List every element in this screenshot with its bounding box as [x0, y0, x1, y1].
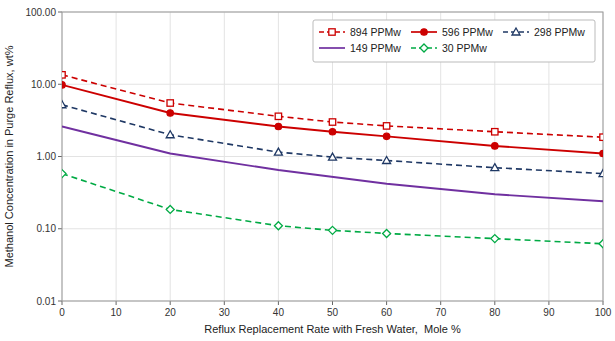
point — [383, 123, 389, 129]
point — [492, 129, 498, 135]
tick-label: 0 — [59, 307, 65, 318]
tick — [58, 156, 62, 157]
tick-label: 1.00 — [37, 151, 57, 162]
point — [274, 148, 282, 155]
point — [166, 131, 174, 138]
x-axis-label: Reflux Replacement Rate with Fresh Water… — [204, 323, 461, 335]
tick — [440, 301, 441, 305]
tick — [494, 301, 495, 305]
grid — [62, 12, 603, 301]
legend-marker — [421, 29, 427, 35]
tick-label: 90 — [543, 307, 555, 318]
legend-label: 298 PPMw — [534, 26, 585, 38]
tick-label: 0.10 — [37, 223, 57, 234]
grid-line — [62, 84, 603, 85]
point — [600, 134, 603, 140]
tick-label: 100 — [595, 307, 612, 318]
tick-label: 0.01 — [37, 296, 57, 307]
point — [492, 143, 498, 149]
legend: 894 PPMw 596 PPMw 298 PPMw 149 PPMw 30 PPMw — [313, 20, 595, 62]
legend-label: 149 PPMw — [350, 42, 401, 54]
point — [600, 150, 603, 156]
point — [167, 110, 173, 116]
tick — [116, 301, 117, 305]
tick — [224, 301, 225, 305]
point — [62, 72, 65, 78]
point — [329, 119, 335, 125]
point — [275, 113, 281, 119]
point — [491, 235, 499, 243]
series-line — [62, 127, 603, 202]
legend-label: 30 PPMw — [442, 42, 487, 54]
point — [383, 157, 391, 164]
tick-label: 30 — [219, 307, 231, 318]
tick — [58, 84, 62, 85]
plot-frame — [62, 12, 603, 301]
tick — [332, 301, 333, 305]
tick-label: 20 — [165, 307, 177, 318]
background — [0, 0, 615, 341]
tick-label: 60 — [381, 307, 393, 318]
tick-label: 10 — [111, 307, 123, 318]
legend-swatch — [319, 47, 345, 49]
legend-marker — [329, 29, 335, 35]
legend-label: 596 PPMw — [442, 26, 493, 38]
y-axis-label: Methanol Concentration in Purge Reflux, … — [3, 45, 15, 267]
tick — [548, 301, 549, 305]
point — [383, 229, 391, 237]
legend-box — [313, 20, 595, 62]
legend-label: 894 PPMw — [350, 26, 401, 38]
chart: 0 10 20 30 40 50 60 70 80 90 100 0.01 0.10 1.00 10.00 1… — [0, 0, 615, 341]
tick — [170, 301, 171, 305]
point — [166, 205, 174, 213]
point — [599, 170, 603, 177]
point — [62, 170, 66, 178]
legend-marker — [512, 28, 520, 35]
tick-label: 10.00 — [31, 79, 56, 90]
plot-area — [62, 72, 603, 248]
tick-label: 70 — [435, 307, 447, 318]
point — [329, 226, 337, 234]
series-line — [62, 174, 603, 244]
tick — [603, 301, 604, 305]
tick-label: 100.00 — [25, 7, 56, 18]
legend-marker — [420, 44, 428, 52]
tick — [62, 301, 63, 305]
point — [62, 101, 66, 108]
point — [167, 100, 173, 106]
point — [329, 153, 337, 160]
point — [491, 164, 499, 171]
axes: 0 10 20 30 40 50 60 70 80 90 100 0.01 0.10 1.00 10.00 1… — [25, 7, 611, 319]
tick — [278, 301, 279, 305]
point — [275, 123, 281, 129]
point — [329, 129, 335, 135]
tick — [386, 301, 387, 305]
series-line — [62, 105, 603, 174]
point — [62, 82, 65, 88]
point — [599, 240, 603, 248]
tick-label: 50 — [327, 307, 339, 318]
page: {"chart_data": {"type": "line", "xlabel"… — [0, 0, 615, 341]
point — [274, 222, 282, 230]
tick-label: 80 — [489, 307, 501, 318]
point — [383, 133, 389, 139]
series-line — [62, 85, 603, 154]
tick-label: 40 — [273, 307, 285, 318]
tick — [58, 228, 62, 229]
tick — [58, 12, 62, 13]
tick — [58, 301, 62, 302]
